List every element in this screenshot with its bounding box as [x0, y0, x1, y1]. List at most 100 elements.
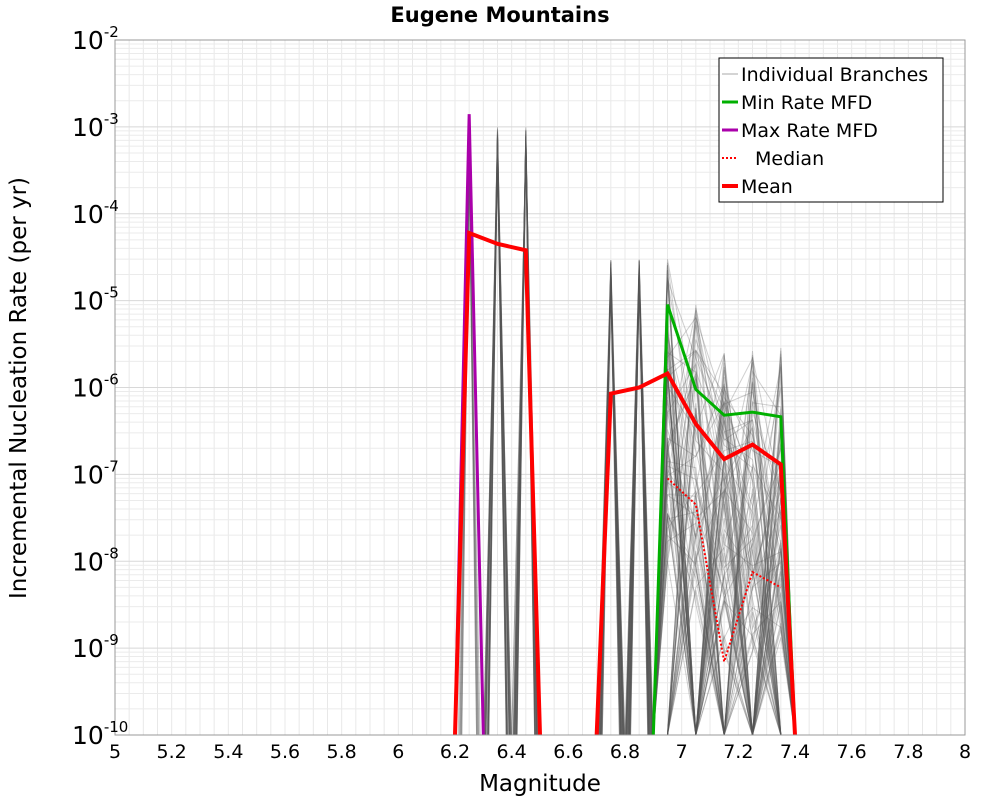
x-tick-label: 6.4: [497, 741, 527, 763]
branch-line: [625, 270, 653, 736]
branch-line: [626, 261, 652, 736]
branch-line: [628, 267, 650, 736]
branch-line: [516, 147, 536, 736]
branch-line: [516, 129, 536, 736]
x-tick-label: 5.8: [327, 741, 357, 763]
branch-line: [483, 154, 512, 736]
branch-line: [484, 142, 511, 736]
branch-line: [652, 490, 796, 736]
branch-line: [629, 265, 649, 736]
branch-line: [485, 150, 510, 736]
x-tick-label: 5: [109, 741, 121, 763]
mean-line: [453, 230, 542, 736]
branch-line: [652, 350, 796, 736]
branch-line: [628, 268, 650, 736]
branch-line: [625, 271, 653, 736]
branch-line: [485, 130, 510, 736]
x-tick-label: 5.6: [270, 741, 300, 763]
y-tick-label: 10-4: [72, 197, 119, 229]
branch-line: [652, 384, 796, 736]
branch-line: [487, 142, 508, 736]
branch-line: [488, 155, 507, 736]
legend-box: [718, 57, 944, 203]
median-line: [666, 477, 782, 662]
branch-line: [487, 156, 508, 736]
branch-line: [626, 288, 652, 736]
branch-line: [628, 268, 650, 736]
branch-line: [652, 376, 796, 736]
branch-line: [516, 148, 536, 736]
branch-line: [625, 281, 653, 736]
x-axis-label: Magnitude: [479, 771, 601, 797]
branch-line: [484, 134, 511, 736]
x-tick-label: 7.2: [723, 741, 753, 763]
branch-line: [625, 274, 654, 736]
branch-line: [486, 154, 509, 736]
branch-line: [487, 134, 508, 736]
branch-line: [626, 273, 653, 736]
branch-line: [629, 278, 649, 736]
branch-line: [515, 137, 536, 736]
branch-line: [628, 260, 651, 736]
y-axis-label: Incremental Nucleation Rate (per yr): [6, 177, 32, 599]
x-tick-label: 6.8: [610, 741, 640, 763]
branch-line: [627, 281, 651, 736]
x-tick-label: 5.2: [157, 741, 187, 763]
legend-label-min-rate-mfd: Min Rate MFD: [741, 92, 872, 114]
branch-line: [484, 132, 511, 736]
branch-line: [625, 273, 653, 736]
branch-line: [624, 260, 654, 736]
branch-line: [630, 265, 649, 736]
branch-line: [629, 286, 650, 736]
branch-line: [628, 259, 650, 736]
branch-line: [516, 144, 536, 736]
plot-frame: [114, 39, 966, 736]
branch-line: [516, 129, 536, 736]
branch-line: [627, 264, 651, 736]
branch-line: [486, 157, 509, 736]
branch-line: [652, 310, 796, 736]
legend-label-mean: Mean: [741, 176, 793, 198]
branch-line: [485, 145, 510, 736]
x-tick-label: 7.4: [780, 741, 810, 763]
y-tick-label: 10-5: [72, 284, 119, 316]
y-axis-ticks: 10-210-310-410-510-610-710-810-910-10: [72, 23, 128, 750]
x-axis-ticks: 5 5.2 5.4 5.6 5.8 6 6.2 6.4 6.6 6.8 7 7.2 7.4 7.6 7.8 8: [109, 741, 971, 763]
branch-line: [516, 143, 536, 736]
y-tick-label: 10-6: [72, 371, 119, 403]
y-tick-label: 10-2: [72, 23, 119, 55]
branch-line: [484, 136, 511, 736]
branch-line: [652, 368, 796, 736]
branch-line: [626, 274, 653, 736]
branch-line: [652, 383, 796, 736]
legend-label-median: Median: [755, 148, 824, 170]
legend: Individual Branches Min Rate MFD Max Rate …: [718, 57, 944, 203]
branch-line: [601, 281, 620, 736]
branch-line: [652, 269, 796, 736]
legend-label-individual-branches: Individual Branches: [741, 64, 928, 86]
branch-line: [627, 280, 651, 736]
series-layer: [453, 114, 797, 736]
branch-line: [484, 136, 511, 736]
branch-line: [483, 156, 512, 736]
branch-line: [487, 136, 508, 736]
x-tick-label: 6.2: [440, 741, 470, 763]
branch-line: [484, 154, 511, 736]
branch-line: [628, 262, 650, 736]
branch-line: [515, 154, 536, 736]
x-tick-label: 7: [676, 741, 688, 763]
branch-line: [483, 155, 512, 736]
branch-line: [485, 128, 510, 736]
branch-line: [626, 275, 653, 736]
branch-line: [627, 271, 652, 736]
y-tick-label: 10-7: [72, 457, 119, 489]
branch-line: [627, 278, 651, 736]
chart-title: Eugene Mountains: [390, 3, 609, 27]
legend-label-max-rate-mfd: Max Rate MFD: [741, 120, 878, 142]
branch-line: [627, 284, 651, 736]
branch-line: [629, 281, 650, 736]
y-tick-label: 10-9: [72, 631, 119, 663]
branch-line: [487, 154, 508, 736]
branch-line: [626, 267, 653, 736]
